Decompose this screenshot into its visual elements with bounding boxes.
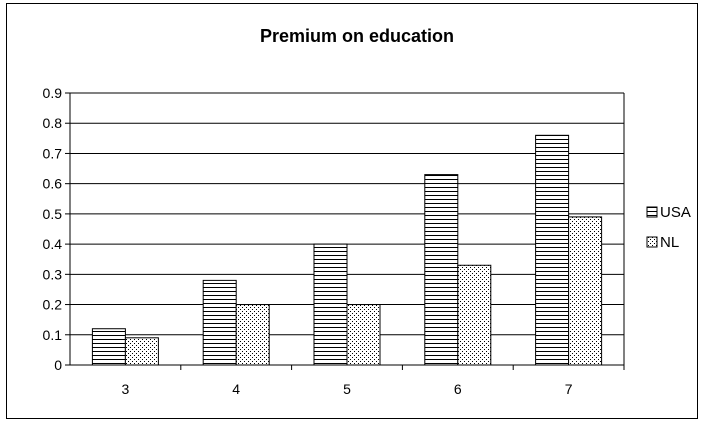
- x-tick-label: 5: [343, 381, 351, 397]
- bar-usa-3: [91, 328, 126, 366]
- bar-nl-6: [457, 264, 492, 366]
- y-tick-label: 0.2: [43, 297, 63, 313]
- bar-nl-7: [568, 216, 603, 366]
- bar-chart: Premium on education 0 0.1 0.2 0.3 0.4 0.5 0.6…: [43, 26, 691, 397]
- x-tick-label: 4: [232, 381, 240, 397]
- y-tick-label: 0: [54, 357, 62, 373]
- x-tick-label: 6: [454, 381, 462, 397]
- legend-swatch-usa: [646, 206, 658, 218]
- bar-usa-6: [424, 174, 459, 366]
- chart-area: Premium on education 0 0.1 0.2 0.3 0.4 0.5 0.6…: [6, 3, 698, 419]
- y-tick-label: 0.3: [43, 266, 63, 282]
- y-tick-label: 0.8: [43, 115, 63, 131]
- y-tick-label: 0.9: [43, 85, 63, 101]
- legend-label-usa: USA: [660, 204, 691, 221]
- bar-nl-3: [124, 337, 159, 366]
- x-tick-label: 3: [122, 381, 130, 397]
- y-tick-label: 0.1: [43, 327, 63, 343]
- y-tick-label: 0.7: [43, 145, 63, 161]
- bar-nl-4: [235, 304, 270, 366]
- y-tick-label: 0.4: [43, 236, 63, 252]
- bar-usa-5: [313, 243, 348, 366]
- legend-swatch-nl: [646, 236, 658, 248]
- bar-nl-5: [346, 304, 381, 366]
- legend-label-nl: NL: [660, 234, 679, 251]
- y-tick-label: 0.6: [43, 176, 63, 192]
- bar-usa-4: [202, 279, 237, 366]
- x-tick-label: 7: [565, 381, 573, 397]
- bar-usa-7: [535, 134, 570, 366]
- chart-title: Premium on education: [260, 26, 454, 46]
- y-tick-label: 0.5: [43, 206, 63, 222]
